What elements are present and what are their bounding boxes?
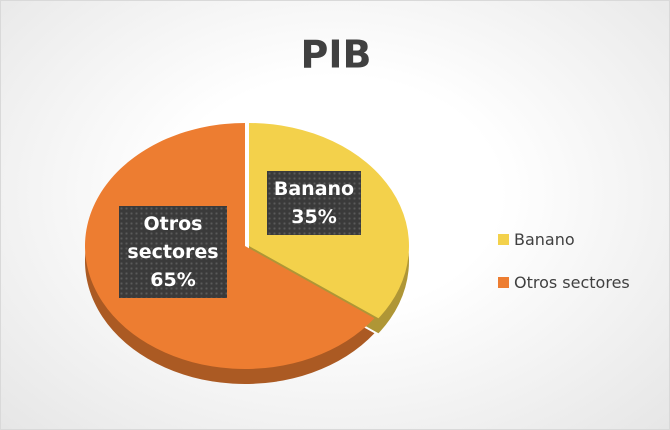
- chart-title: PIB: [301, 33, 372, 77]
- legend-swatch: [498, 234, 509, 245]
- legend-label: Banano: [514, 230, 575, 249]
- slice: [84, 123, 375, 370]
- data-label-category: Otros sectores: [127, 213, 219, 263]
- data-label: Banano 35%: [267, 171, 361, 235]
- data-label-category: Banano: [273, 178, 355, 200]
- data-label-value: 35%: [291, 206, 337, 228]
- legend-swatch: [498, 277, 509, 288]
- legend-item: Otros sectores: [498, 273, 630, 292]
- legend-item: Banano: [498, 230, 575, 249]
- data-label-value: 65%: [150, 269, 196, 291]
- legend-label: Otros sectores: [514, 273, 630, 292]
- data-label: Otros sectores 65%: [119, 206, 227, 298]
